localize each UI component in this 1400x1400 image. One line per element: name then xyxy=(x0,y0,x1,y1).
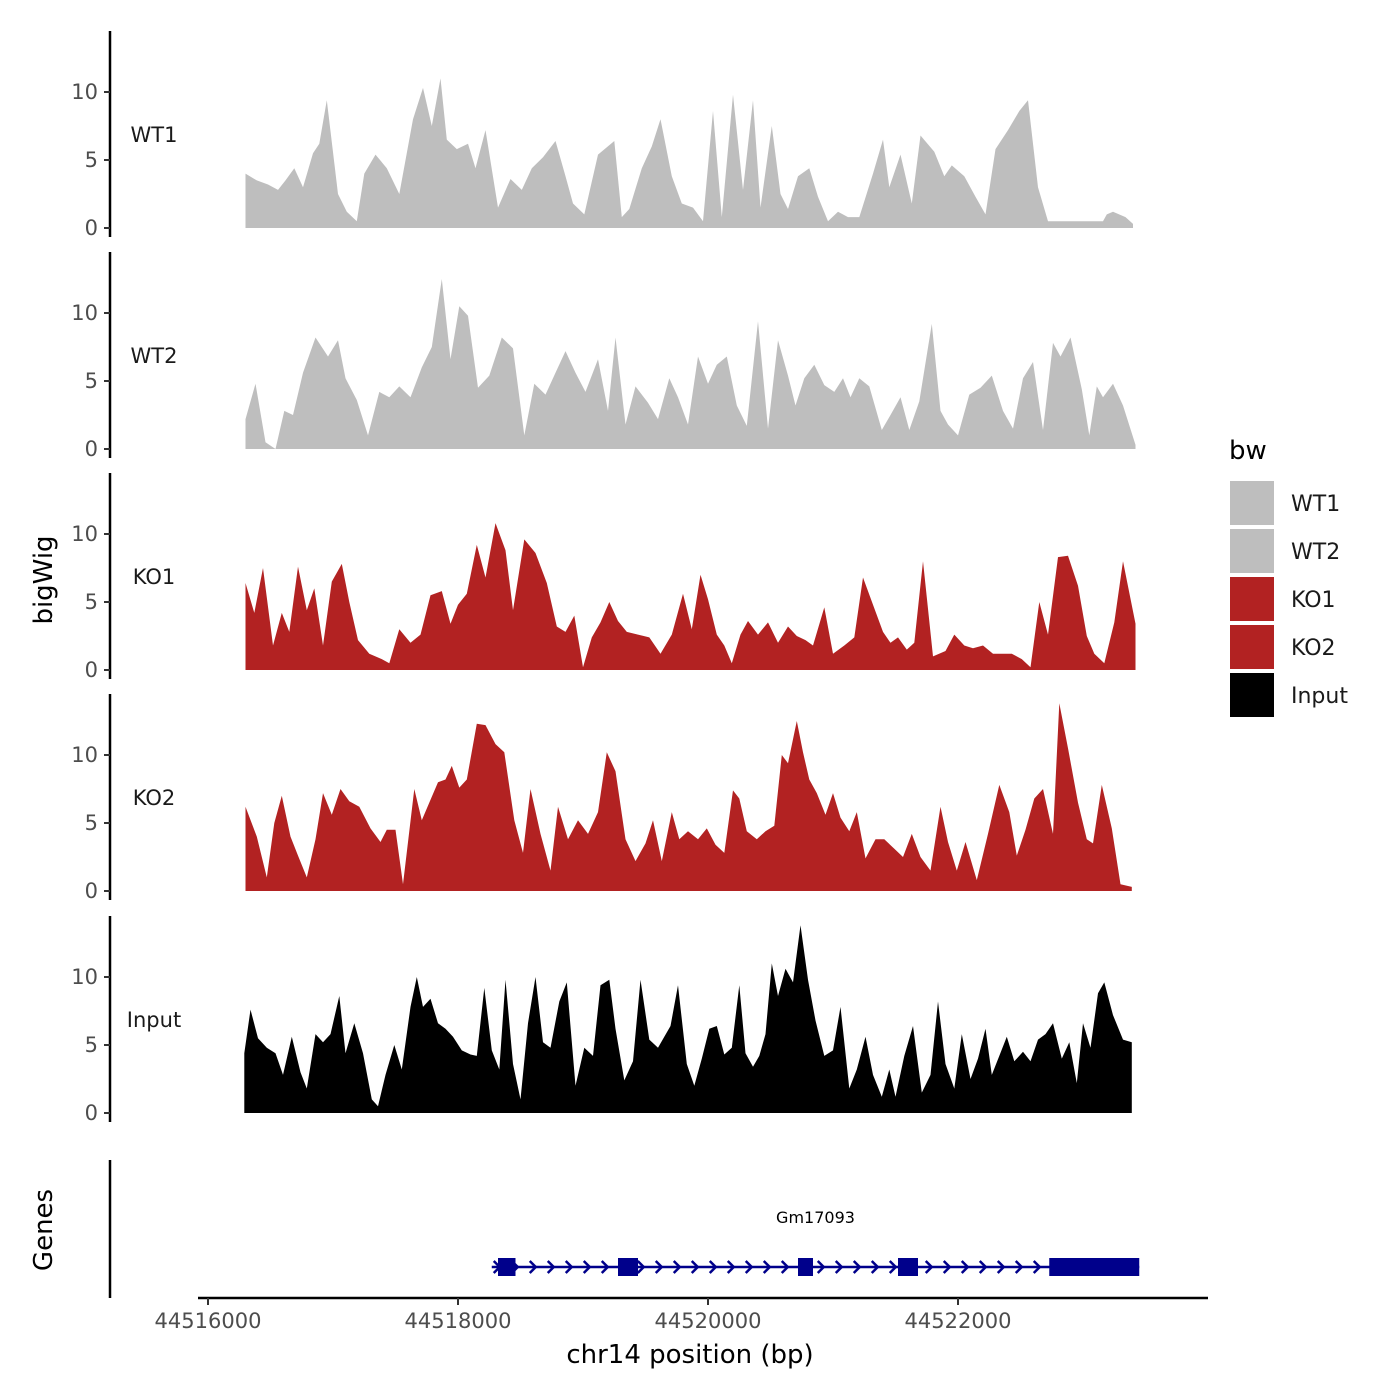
track-label: WT2 xyxy=(131,344,178,368)
strand-arrow-icon xyxy=(996,1260,1006,1274)
strand-arrow-icon xyxy=(654,1260,664,1274)
y-tick-label: 10 xyxy=(71,965,98,989)
y-tick-label: 0 xyxy=(85,658,98,682)
legend-item-ko1: KO1 xyxy=(1228,575,1336,623)
strand-arrow-icon xyxy=(852,1260,862,1274)
x-tick-label: 44518000 xyxy=(405,1309,512,1333)
bigwig-tracks: 0 5 10 WT1 0 5 10 WT2 0 5 10 KO1 0 5 10 KO2 0 5 10 Input xyxy=(71,31,1136,1125)
y-tick-label: 5 xyxy=(85,590,98,614)
y-tick-label: 0 xyxy=(85,1101,98,1125)
track-input: 0 5 10 Input xyxy=(71,916,1132,1125)
strand-arrow-icon xyxy=(582,1260,592,1274)
gene-exon xyxy=(898,1258,918,1276)
strand-arrow-icon xyxy=(780,1260,790,1274)
genes-track-title: Genes xyxy=(29,1189,59,1271)
strand-arrow-icon xyxy=(870,1260,880,1274)
legend-label: KO2 xyxy=(1291,636,1336,661)
legend-item-input: Input xyxy=(1228,671,1348,719)
y-tick-label: 5 xyxy=(85,148,98,172)
legend-label: KO1 xyxy=(1291,588,1336,613)
legend-label: WT2 xyxy=(1291,540,1340,565)
gene-exon xyxy=(498,1258,516,1276)
track-label: KO1 xyxy=(133,565,176,589)
strand-arrow-icon xyxy=(1014,1260,1024,1274)
x-tick-label: 44516000 xyxy=(155,1309,262,1333)
strand-arrow-icon xyxy=(636,1260,646,1274)
legend-swatch xyxy=(1228,671,1276,719)
strand-arrow-icon xyxy=(528,1260,538,1274)
legend-swatch xyxy=(1228,527,1276,575)
y-tick-label: 5 xyxy=(85,1033,98,1057)
strand-arrow-icon xyxy=(888,1260,898,1274)
track-label: WT1 xyxy=(131,123,178,147)
legend: WT1 WT2 KO1 KO2 Input xyxy=(1228,479,1348,719)
area-ko1 xyxy=(245,523,1136,670)
y-tick-label: 0 xyxy=(85,879,98,903)
y-tick-label: 0 xyxy=(85,437,98,461)
strand-arrow-icon xyxy=(942,1260,952,1274)
area-wt1 xyxy=(245,78,1133,229)
legend-item-ko2: KO2 xyxy=(1228,623,1336,671)
strand-arrow-icon xyxy=(1032,1260,1042,1274)
legend-swatch xyxy=(1228,575,1276,623)
legend-swatch xyxy=(1228,479,1276,527)
legend-label: Input xyxy=(1291,684,1348,709)
x-axis: 44516000 44518000 44520000 44522000 xyxy=(155,1296,1208,1333)
gene-track: Gm17093 xyxy=(108,1160,1140,1298)
strand-arrow-icon xyxy=(816,1260,826,1274)
legend-swatch xyxy=(1228,623,1276,671)
strand-arrow-icon xyxy=(744,1260,754,1274)
y-tick-label: 10 xyxy=(71,522,98,546)
area-input xyxy=(244,925,1132,1113)
gene-exon xyxy=(798,1258,813,1276)
legend-item-wt1: WT1 xyxy=(1228,479,1340,527)
strand-arrow-icon xyxy=(960,1260,970,1274)
y-tick-label: 5 xyxy=(85,811,98,835)
strand-arrow-icon xyxy=(690,1260,700,1274)
y-tick-label: 10 xyxy=(71,743,98,767)
strand-arrow-icon xyxy=(762,1260,772,1274)
track-ko2: 0 5 10 KO2 xyxy=(71,694,1132,903)
track-label: Input xyxy=(127,1008,181,1032)
y-tick-label: 5 xyxy=(85,369,98,393)
y-tick-label: 10 xyxy=(71,80,98,104)
strand-arrow-icon xyxy=(726,1260,736,1274)
area-ko2 xyxy=(245,703,1132,891)
strand-arrow-icon xyxy=(672,1260,682,1274)
strand-arrow-icon xyxy=(834,1260,844,1274)
strand-arrow-icon xyxy=(978,1260,988,1274)
gene-exon xyxy=(618,1258,638,1276)
track-label: KO2 xyxy=(133,786,176,810)
strand-arrow-icon xyxy=(564,1260,574,1274)
track-wt2: 0 5 10 WT2 xyxy=(71,252,1136,461)
x-tick-label: 44522000 xyxy=(905,1309,1012,1333)
legend-label: WT1 xyxy=(1291,492,1340,517)
track-ko1: 0 5 10 KO1 xyxy=(71,473,1136,682)
area-wt2 xyxy=(245,279,1136,449)
gene-exon xyxy=(1049,1258,1140,1276)
strand-arrow-icon xyxy=(708,1260,718,1274)
legend-title: bw xyxy=(1229,436,1267,466)
y-axis-title: bigWig xyxy=(29,535,59,624)
y-tick-label: 0 xyxy=(85,216,98,240)
strand-arrow-icon xyxy=(924,1260,934,1274)
track-wt1: 0 5 10 WT1 xyxy=(71,31,1133,240)
gene-name-label: Gm17093 xyxy=(776,1208,855,1227)
y-tick-label: 10 xyxy=(71,301,98,325)
strand-arrow-icon xyxy=(600,1260,610,1274)
legend-item-wt2: WT2 xyxy=(1228,527,1340,575)
strand-arrow-icon xyxy=(546,1260,556,1274)
x-axis-title: chr14 position (bp) xyxy=(566,1340,813,1370)
x-tick-label: 44520000 xyxy=(655,1309,762,1333)
